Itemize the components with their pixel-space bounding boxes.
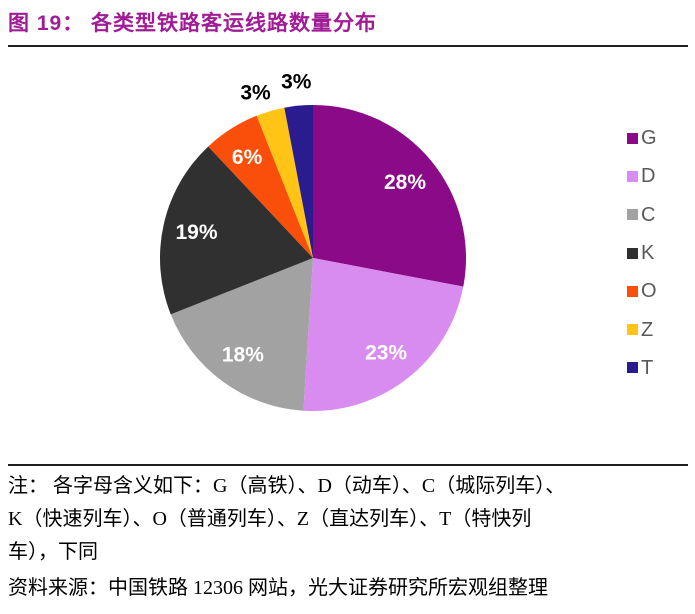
pie-label-K: 19%	[175, 221, 217, 244]
legend-swatch-D	[627, 170, 638, 182]
legend-item-D: D	[627, 157, 657, 195]
pie-slice-K	[159, 146, 313, 315]
pie-label-O: 6%	[232, 146, 263, 169]
legend-item-G: G	[627, 119, 657, 157]
legend-label-K: K	[641, 242, 655, 265]
title-divider	[8, 45, 688, 47]
pie-slice-C	[170, 258, 313, 411]
pie-chart: 28% 23% 18% 19% 6% 3% 3%	[159, 70, 467, 412]
source-text: 资料来源：中国铁路 12306 网站，光大证券研究所宏观组整理	[8, 577, 548, 599]
pie-slice-T	[284, 105, 313, 258]
legend-swatch-O	[627, 285, 638, 297]
legend-label-O: O	[641, 280, 657, 303]
note-line: 车），下同	[8, 541, 98, 563]
legend-swatch-T	[627, 362, 638, 374]
legend-item-Z: Z	[627, 310, 657, 348]
legend-label-Z: Z	[641, 318, 654, 341]
legend-label-G: G	[641, 127, 657, 150]
legend-swatch-C	[627, 209, 638, 221]
pie-slice-Z	[256, 107, 313, 259]
pie-label-T: 3%	[281, 70, 312, 93]
legend-item-K: K	[627, 234, 657, 272]
note-divider	[8, 464, 688, 466]
pie-label-C: 18%	[222, 344, 264, 367]
legend-item-O: O	[627, 272, 657, 310]
legend-item-T: T	[627, 349, 657, 387]
pie-label-Z: 3%	[240, 82, 271, 105]
legend-label-D: D	[641, 165, 656, 188]
legend-swatch-K	[627, 247, 638, 259]
pie-label-G: 28%	[384, 171, 426, 194]
note-line: K（快速列车）、O（普通列车）、Z（直达列车）、T（特快列	[8, 508, 532, 530]
legend-swatch-G	[627, 132, 638, 144]
note-text: 注： 各字母含义如下：G（高铁）、D（动车）、C（城际列车）、 K（快速列车）、O…	[8, 470, 688, 569]
legend-item-C: C	[627, 196, 657, 234]
legend-label-T: T	[641, 356, 654, 379]
pie-label-D: 23%	[365, 341, 407, 364]
legend-swatch-Z	[627, 324, 638, 336]
pie-slice-G	[313, 105, 467, 287]
pie-slice-O	[208, 115, 313, 258]
note-line: 注： 各字母含义如下：G（高铁）、D（动车）、C（城际列车）、	[8, 475, 566, 497]
legend-label-C: C	[641, 203, 656, 226]
figure-title: 图 19： 各类型铁路客运线路数量分布	[8, 12, 378, 35]
pie-slice-D	[303, 258, 464, 412]
